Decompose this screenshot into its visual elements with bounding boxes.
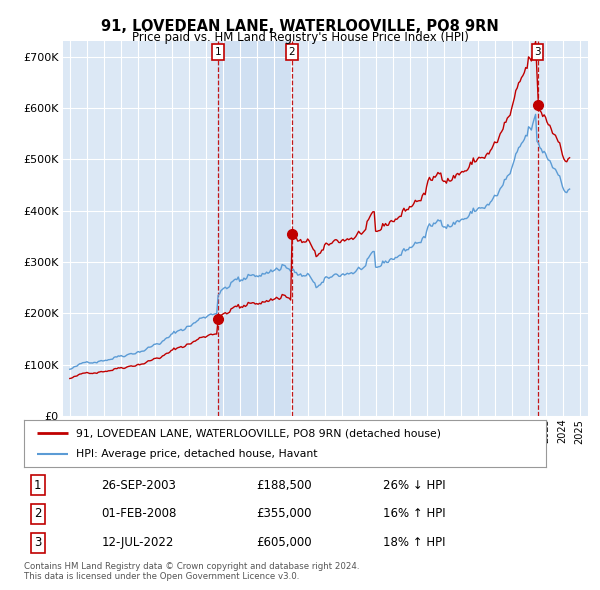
Text: 1: 1: [215, 47, 221, 57]
Text: 26-SEP-2003: 26-SEP-2003: [101, 478, 176, 491]
Text: £355,000: £355,000: [256, 507, 311, 520]
Text: 12-JUL-2022: 12-JUL-2022: [101, 536, 173, 549]
Text: 01-FEB-2008: 01-FEB-2008: [101, 507, 176, 520]
Text: Contains HM Land Registry data © Crown copyright and database right 2024.: Contains HM Land Registry data © Crown c…: [24, 562, 359, 571]
Text: 91, LOVEDEAN LANE, WATERLOOVILLE, PO8 9RN: 91, LOVEDEAN LANE, WATERLOOVILLE, PO8 9R…: [101, 19, 499, 34]
Text: 2: 2: [34, 507, 41, 520]
Text: 2: 2: [289, 47, 295, 57]
Text: 16% ↑ HPI: 16% ↑ HPI: [383, 507, 445, 520]
Text: £188,500: £188,500: [256, 478, 311, 491]
Bar: [218, 41, 292, 416]
Text: 18% ↑ HPI: 18% ↑ HPI: [383, 536, 445, 549]
Text: 26% ↓ HPI: 26% ↓ HPI: [383, 478, 445, 491]
Text: 1: 1: [34, 478, 41, 491]
Text: 3: 3: [34, 536, 41, 549]
Text: This data is licensed under the Open Government Licence v3.0.: This data is licensed under the Open Gov…: [24, 572, 299, 581]
Text: HPI: Average price, detached house, Havant: HPI: Average price, detached house, Hava…: [76, 449, 318, 459]
Text: Price paid vs. HM Land Registry's House Price Index (HPI): Price paid vs. HM Land Registry's House …: [131, 31, 469, 44]
Text: 3: 3: [534, 47, 541, 57]
Text: 91, LOVEDEAN LANE, WATERLOOVILLE, PO8 9RN (detached house): 91, LOVEDEAN LANE, WATERLOOVILLE, PO8 9R…: [76, 428, 441, 438]
Text: £605,000: £605,000: [256, 536, 311, 549]
